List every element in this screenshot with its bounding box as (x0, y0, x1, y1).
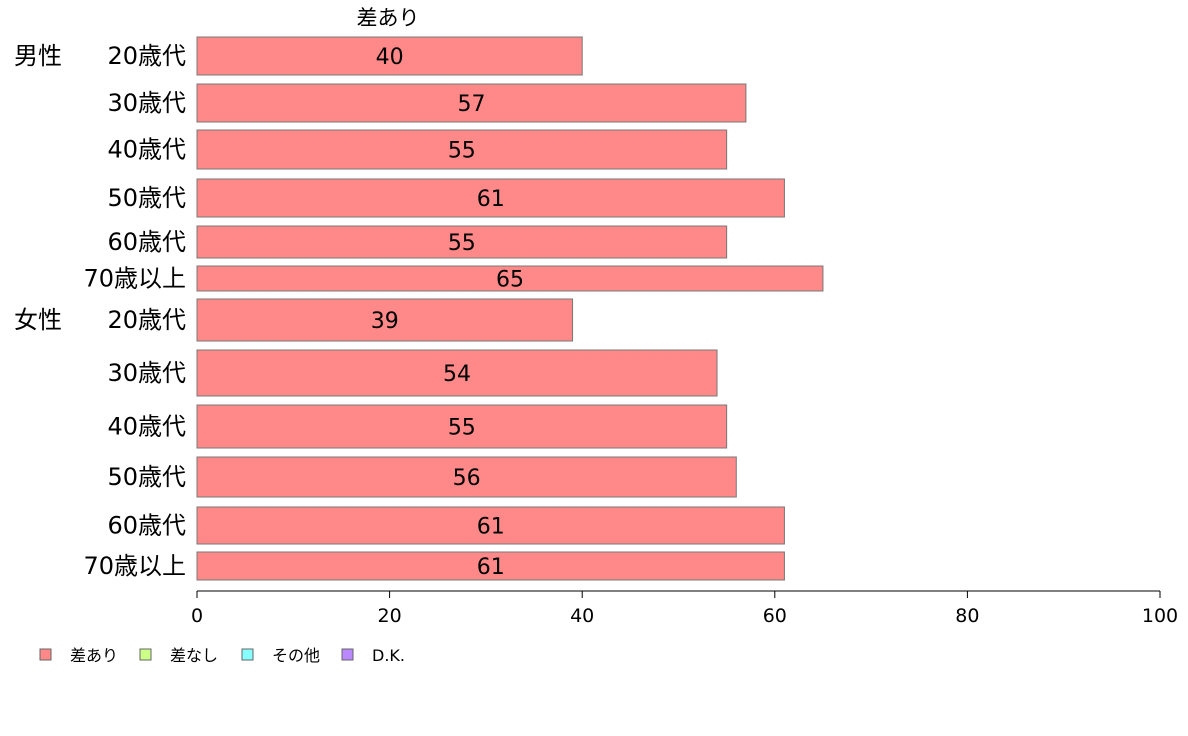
bar (196, 349, 718, 397)
bar (196, 129, 728, 170)
bar (196, 551, 785, 581)
bar-value-label: 61 (477, 187, 505, 212)
group-label: 男性 (14, 42, 62, 70)
legend-swatch (139, 648, 152, 661)
legend: 差あり 差なし その他 D.K. (39, 646, 405, 665)
category-label: 50歳代 (107, 463, 186, 491)
bar-value-label: 55 (448, 231, 476, 256)
category-label: 40歳代 (107, 413, 186, 441)
legend-swatch (241, 648, 254, 661)
series-header: 差あり (357, 6, 420, 30)
bar (196, 83, 747, 123)
bar-value-label: 61 (477, 555, 505, 580)
bar (196, 298, 574, 342)
bar-value-label: 65 (496, 268, 524, 293)
x-axis: 0 20 40 60 80 100 (191, 590, 1178, 627)
bar (196, 36, 583, 76)
category-label: 60歳代 (107, 228, 186, 256)
legend-swatch (39, 648, 52, 661)
category-label: 30歳代 (107, 359, 186, 387)
x-tick-label: 60 (763, 605, 787, 627)
category-label: 50歳代 (107, 184, 186, 212)
category-label: 70歳以上 (83, 265, 186, 293)
bar-value-label: 40 (376, 45, 404, 70)
category-label: 20歳代 (107, 306, 186, 334)
bar-value-label: 54 (443, 362, 471, 387)
bar-value-label: 56 (453, 466, 481, 491)
bar (196, 456, 737, 498)
category-label: 40歳代 (107, 136, 186, 164)
category-label: 60歳代 (107, 512, 186, 540)
bars-layer (196, 36, 824, 581)
bar (196, 404, 728, 449)
legend-label: 差あり (70, 646, 118, 665)
bar-value-label: 55 (448, 139, 476, 164)
legend-label: 差なし (170, 646, 218, 665)
legend-swatch (341, 648, 354, 661)
x-tick-label: 20 (378, 605, 402, 627)
category-label: 30歳代 (107, 89, 186, 117)
legend-label: D.K. (372, 646, 405, 665)
x-tick-label: 80 (955, 605, 979, 627)
bar (196, 265, 824, 292)
category-label: 70歳以上 (83, 552, 186, 580)
x-tick-label: 100 (1142, 605, 1178, 627)
legend-label: その他 (272, 646, 320, 665)
bar-value-label: 57 (457, 92, 485, 117)
category-label: 20歳代 (107, 42, 186, 70)
group-label: 女性 (14, 306, 62, 334)
bar-value-label: 61 (477, 515, 505, 540)
category-labels-layer: 20歳代男性30歳代40歳代50歳代60歳代70歳以上20歳代女性30歳代40歳… (14, 42, 186, 580)
bar (196, 178, 785, 218)
bar (196, 225, 728, 259)
x-tick-label: 40 (570, 605, 594, 627)
x-tick-label: 0 (191, 605, 203, 627)
bar (196, 506, 785, 545)
bar-value-label: 55 (448, 416, 476, 441)
bar-value-label: 39 (371, 309, 399, 334)
